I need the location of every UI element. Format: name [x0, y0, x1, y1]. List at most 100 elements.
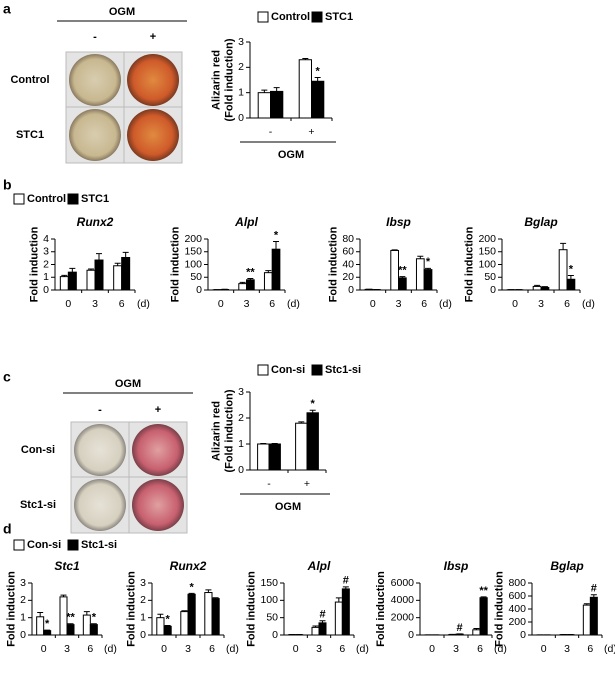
error-bar — [273, 241, 280, 250]
legend-label: Stc1-si — [81, 539, 117, 551]
error-bar — [69, 267, 76, 273]
y-tick-label: 1 — [20, 611, 26, 623]
bar — [589, 596, 598, 636]
x-tick-label: 3 — [244, 298, 250, 310]
error-bar — [205, 589, 212, 593]
bar — [89, 624, 98, 636]
error-bar — [342, 586, 349, 589]
x-tick-label: 6 — [269, 298, 275, 310]
y-tick-label: 20 — [342, 271, 354, 283]
bar — [36, 616, 45, 636]
x-tick-label: + — [304, 478, 310, 490]
y-tick-label: 2 — [140, 594, 146, 606]
x-axis-label: OGM — [278, 149, 304, 161]
x-tick-label: 6 — [339, 643, 345, 655]
significance-mark: ** — [398, 265, 407, 277]
bar — [295, 422, 308, 471]
y-tick-label: 0 — [140, 629, 146, 641]
x-tick-label: 3 — [453, 643, 459, 655]
error-bar — [298, 421, 305, 424]
error-bar — [271, 442, 278, 444]
x-unit: (d) — [604, 643, 615, 655]
image-row-label: STC1 — [16, 129, 44, 141]
y-tick-label: 0 — [238, 464, 244, 476]
error-bar — [480, 596, 487, 598]
bar — [86, 269, 96, 291]
chart-title: Ibsp — [444, 559, 469, 573]
error-bar — [96, 253, 102, 261]
y-tick-label: 200 — [184, 233, 202, 245]
bar — [59, 276, 69, 291]
x-tick-label: + — [308, 126, 314, 138]
error-bar — [399, 276, 406, 278]
chart-title: Stc1 — [54, 559, 80, 573]
bar — [311, 80, 325, 119]
x-unit: (d) — [494, 643, 507, 655]
x-unit: (d) — [137, 298, 150, 310]
significance-mark: # — [343, 575, 349, 587]
y-tick-label: 2 — [20, 594, 26, 606]
y-tick-label: 200 — [478, 233, 496, 245]
y-tick-label: 40 — [342, 258, 354, 270]
chart-title: Alpl — [234, 215, 258, 229]
bar — [257, 443, 270, 471]
bar — [246, 279, 255, 291]
significance-mark: # — [591, 583, 597, 595]
y-axis-label: (Fold induction) — [224, 38, 236, 121]
error-bar — [309, 409, 316, 413]
bar — [532, 285, 542, 291]
chart-title: Runx2 — [77, 215, 114, 229]
bar — [113, 265, 123, 291]
bar — [318, 622, 327, 636]
image-row-label: Stc1-si — [20, 499, 56, 511]
y-tick-label: 3 — [140, 577, 146, 589]
well-image — [127, 54, 179, 106]
y-tick-label: 0 — [490, 284, 496, 296]
y-tick-label: 400 — [508, 603, 526, 615]
error-bar — [122, 251, 129, 258]
bar — [334, 601, 343, 636]
bar — [472, 629, 481, 636]
significance-mark: * — [165, 613, 170, 625]
error-bar — [239, 281, 246, 284]
y-tick-label: 0 — [272, 629, 278, 641]
error-bar — [473, 628, 480, 630]
x-tick-label: 0 — [161, 643, 167, 655]
error-bar — [567, 274, 574, 280]
y-tick-label: 0 — [43, 284, 49, 296]
y-tick-label: 0 — [20, 629, 26, 641]
well-image — [74, 424, 126, 476]
bar — [156, 617, 165, 636]
x-tick-label: 0 — [41, 643, 47, 655]
bar — [238, 283, 248, 291]
x-tick-label: 3 — [316, 643, 322, 655]
y-tick-label: 150 — [478, 246, 496, 258]
error-bar — [314, 76, 321, 82]
y-axis-label: (Fold induction) — [224, 389, 236, 472]
legend-swatch — [67, 539, 79, 551]
x-tick-label: 0 — [512, 298, 518, 310]
image-column-label: - — [93, 31, 97, 43]
bar — [415, 258, 425, 291]
y-tick-label: 1 — [140, 611, 146, 623]
y-tick-label: 1 — [238, 438, 244, 450]
y-tick-label: 0 — [520, 629, 526, 641]
significance-mark: * — [45, 618, 50, 630]
x-tick-label: - — [269, 126, 273, 138]
y-tick-label: 0 — [238, 112, 244, 124]
y-tick-label: 100 — [184, 258, 202, 270]
error-bar — [60, 594, 67, 597]
x-unit: (d) — [287, 298, 300, 310]
error-bar — [188, 592, 195, 595]
error-bar — [541, 286, 548, 288]
bar — [82, 614, 91, 636]
bar — [271, 248, 281, 291]
x-tick-label: - — [267, 478, 271, 490]
y-axis-label: Fold induction — [493, 571, 505, 647]
x-unit: (d) — [439, 298, 452, 310]
chart-title: Alpl — [307, 559, 331, 573]
x-unit: (d) — [356, 643, 369, 655]
y-axis-label: Fold induction — [169, 226, 181, 302]
x-axis-label: OGM — [275, 501, 301, 513]
